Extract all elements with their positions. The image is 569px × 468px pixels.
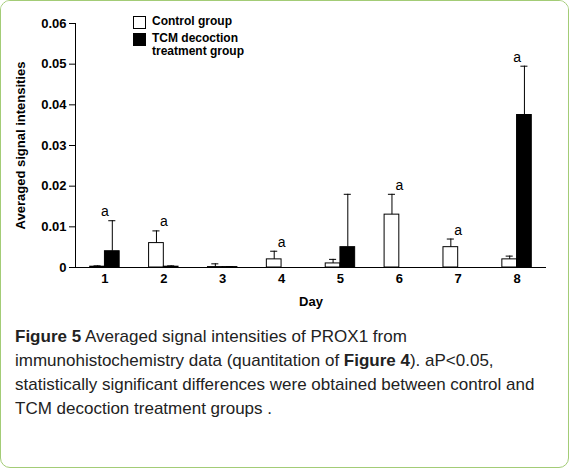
html-text:Control group: Control group (152, 14, 232, 28)
svg-text:a: a (278, 234, 286, 250)
svg-text:7: 7 (455, 271, 462, 286)
svg-text:Day: Day (299, 294, 324, 309)
svg-text:a: a (160, 213, 168, 229)
svg-text:8: 8 (513, 271, 520, 286)
svg-text:a: a (513, 49, 521, 65)
svg-text:4: 4 (278, 271, 286, 286)
svg-text:0.02: 0.02 (41, 178, 66, 193)
svg-text:a: a (395, 177, 403, 193)
svg-text:0.05: 0.05 (41, 56, 66, 71)
svg-text:0.03: 0.03 (41, 138, 66, 153)
svg-text:Averaged signal intensities: Averaged signal intensities (13, 62, 28, 230)
html-text:TCM decoction treatment group: TCM decoction treatment group (152, 31, 244, 58)
svg-text:0: 0 (59, 260, 66, 275)
svg-text:2: 2 (160, 271, 167, 286)
svg-text:0.01: 0.01 (41, 219, 66, 234)
svg-text:3: 3 (219, 271, 226, 286)
svg-text:0.06: 0.06 (41, 16, 66, 31)
svg-text:6: 6 (396, 271, 403, 286)
svg-text:a: a (454, 222, 462, 238)
svg-text:a: a (101, 203, 109, 219)
svg-text:0.04: 0.04 (41, 97, 67, 112)
svg-text:5: 5 (337, 271, 344, 286)
svg-text:1: 1 (101, 271, 108, 286)
html-text:Figure 5 Averaged signal inten: Figure 5 Averaged signal intensities of … (15, 327, 535, 418)
